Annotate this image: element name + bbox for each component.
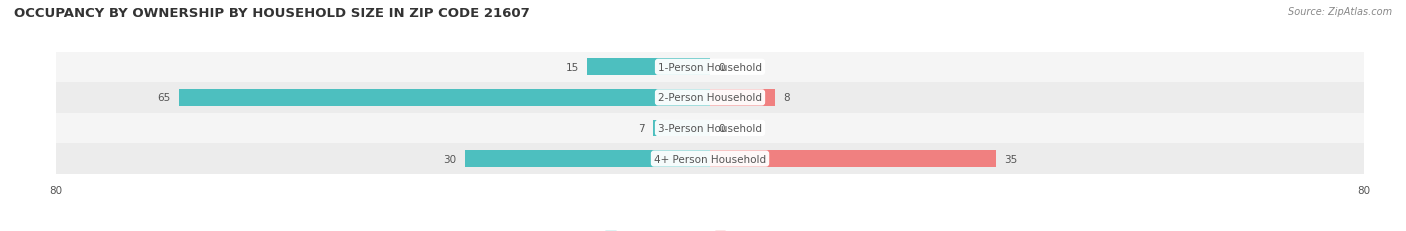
Text: Source: ZipAtlas.com: Source: ZipAtlas.com bbox=[1288, 7, 1392, 17]
Text: 8: 8 bbox=[783, 93, 790, 103]
Bar bbox=[56, 144, 1364, 174]
Text: 1-Person Household: 1-Person Household bbox=[658, 63, 762, 73]
Bar bbox=[56, 113, 1364, 144]
Text: 35: 35 bbox=[1004, 154, 1018, 164]
Bar bbox=[179, 90, 710, 106]
Bar bbox=[588, 59, 710, 76]
Bar bbox=[56, 83, 1364, 113]
Text: 65: 65 bbox=[157, 93, 170, 103]
Text: 7: 7 bbox=[638, 123, 644, 133]
Text: 4+ Person Household: 4+ Person Household bbox=[654, 154, 766, 164]
Text: 3-Person Household: 3-Person Household bbox=[658, 123, 762, 133]
Text: 15: 15 bbox=[567, 63, 579, 73]
Bar bbox=[652, 120, 710, 137]
Bar bbox=[56, 52, 1364, 83]
Bar bbox=[465, 150, 710, 167]
Legend: Owner-occupied, Renter-occupied: Owner-occupied, Renter-occupied bbox=[602, 226, 818, 231]
Text: 30: 30 bbox=[443, 154, 457, 164]
Bar bbox=[710, 150, 995, 167]
Text: 0: 0 bbox=[718, 123, 724, 133]
Bar bbox=[710, 90, 776, 106]
Text: 2-Person Household: 2-Person Household bbox=[658, 93, 762, 103]
Text: 0: 0 bbox=[718, 63, 724, 73]
Text: OCCUPANCY BY OWNERSHIP BY HOUSEHOLD SIZE IN ZIP CODE 21607: OCCUPANCY BY OWNERSHIP BY HOUSEHOLD SIZE… bbox=[14, 7, 530, 20]
